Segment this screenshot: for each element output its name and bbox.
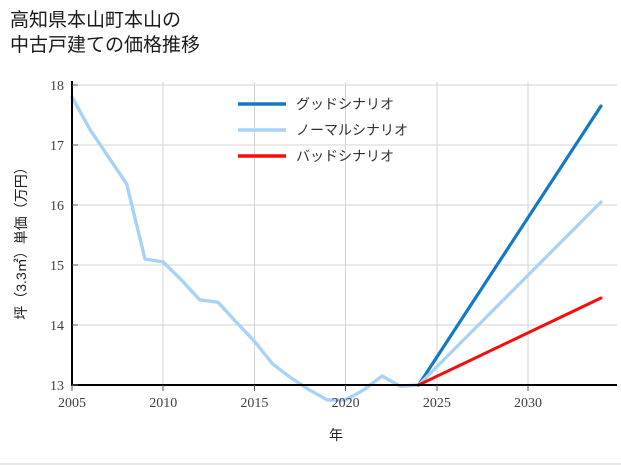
title-line-1: 高知県本山町本山の [10, 10, 182, 31]
title-line-2: 中古戸建ての価格推移 [10, 35, 201, 56]
series-line [416, 104, 603, 387]
x-tick-label: 2010 [149, 396, 177, 411]
y-tick-label: 17 [50, 139, 64, 154]
x-tick-label: 2020 [332, 396, 360, 411]
legend-label: グッドシナリオ [296, 96, 394, 112]
page-title: 高知県本山町本山の 中古戸建ての価格推移 [10, 8, 200, 58]
legend-label: ノーマルシナリオ [296, 122, 408, 138]
tick-labels: 13 14 15 16 17 18 2005 2010 2015 2020 2025 2030 [50, 79, 542, 411]
legend-label: バッドシナリオ [296, 148, 394, 164]
x-tick-label: 2030 [514, 396, 542, 411]
series-line [417, 296, 603, 387]
plot-series [70, 95, 603, 402]
series-line [416, 200, 603, 387]
gridlines [72, 82, 617, 386]
y-tick-label: 14 [50, 319, 64, 334]
x-tick-label: 2015 [240, 396, 268, 411]
y-tick-label: 15 [50, 259, 64, 274]
y-tick-label: 16 [50, 199, 64, 214]
x-tick-label: 2005 [58, 396, 86, 411]
y-axis-title: 坪（3.3㎡）単価（万円） [13, 160, 29, 319]
axes [70, 81, 617, 391]
y-tick-label: 13 [50, 379, 64, 394]
y-tick-label: 18 [50, 79, 64, 94]
series-line [70, 95, 421, 402]
x-tick-label: 2025 [423, 396, 451, 411]
x-axis-title: 年 [329, 427, 343, 443]
